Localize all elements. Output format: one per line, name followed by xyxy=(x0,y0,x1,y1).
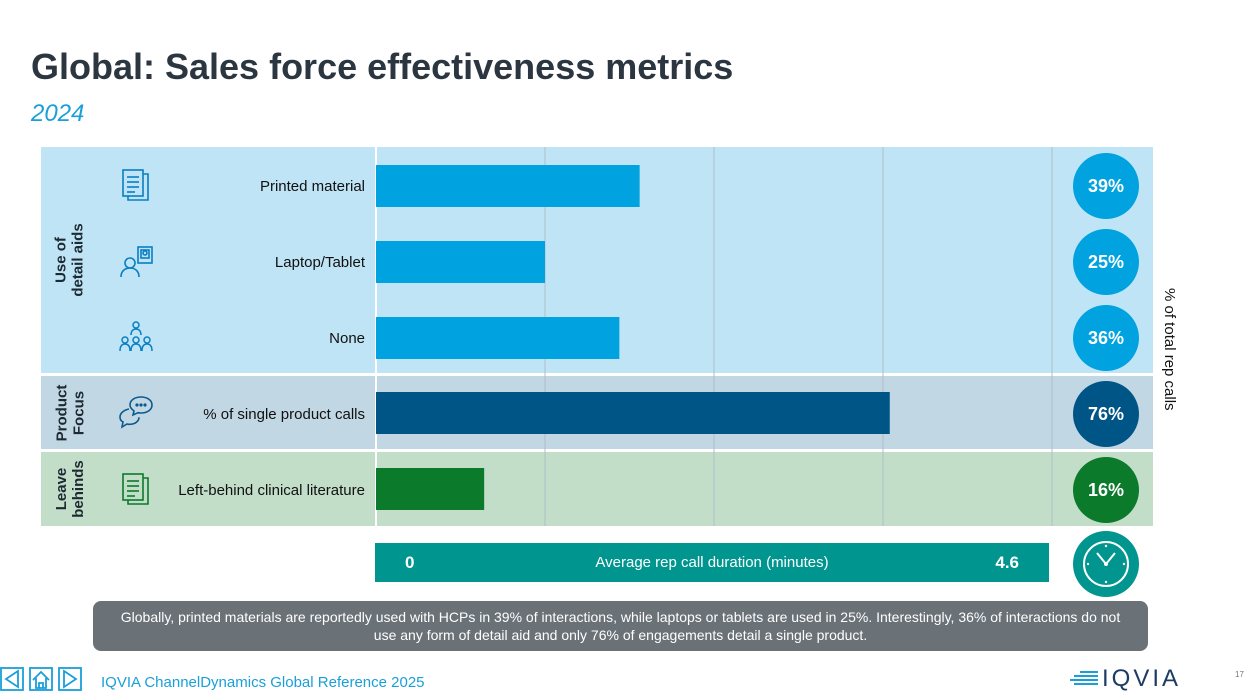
value-circle-none: 36% xyxy=(1073,305,1139,371)
row-label-none: None xyxy=(329,330,365,347)
bar-left-behind-clinical-literature xyxy=(376,468,485,510)
page-title: Global: Sales force effectiveness metric… xyxy=(31,46,734,87)
bar-of-single-product-calls xyxy=(376,392,890,434)
row-label-single-product-calls: % of single product calls xyxy=(203,406,365,423)
previous-slide-icon xyxy=(0,667,24,691)
document-icon xyxy=(122,169,149,201)
speech-bubble-icon xyxy=(119,396,153,429)
bar-printed-material xyxy=(376,165,640,207)
row-label-left-behind-literature: Left-behind clinical literature xyxy=(178,482,365,499)
home-icon xyxy=(29,667,53,691)
iqvia-logo: IQVIA xyxy=(1070,665,1181,692)
summary-note: Globally, printed materials are reported… xyxy=(93,601,1148,651)
value-circle-single-product: 76% xyxy=(1073,381,1139,447)
bar-laptop-tablet xyxy=(376,241,545,283)
footer-source: IQVIA ChannelDynamics Global Reference 2… xyxy=(101,674,425,691)
row-label-printed-material: Printed material xyxy=(259,178,365,195)
laptop-user-icon xyxy=(120,246,153,278)
band-leave-behinds xyxy=(41,452,1153,526)
duration-min-label: 0 xyxy=(405,552,415,572)
bar-none xyxy=(376,317,620,359)
clock-icon xyxy=(1073,531,1139,597)
duration-bar: 0 Average rep call duration (minutes) 4.… xyxy=(375,543,1049,582)
page-number: 17 xyxy=(1235,670,1244,679)
next-slide-icon xyxy=(58,667,82,691)
y-axis-label: % of total rep calls xyxy=(1161,288,1178,411)
logo-bars-icon xyxy=(1070,671,1098,685)
duration-value: 4.6 xyxy=(995,552,1019,572)
clinical-literature-icon xyxy=(122,473,149,505)
value-circle-left-behind: 16% xyxy=(1073,457,1139,523)
row-label-laptop-tablet: Laptop/Tablet xyxy=(274,254,365,271)
value-circle-printed-material: 39% xyxy=(1073,153,1139,219)
page-subtitle: 2024 xyxy=(31,100,85,127)
group-people-icon xyxy=(119,321,153,352)
footer-navigation xyxy=(0,667,84,691)
value-circle-laptop-tablet: 25% xyxy=(1073,229,1139,295)
duration-label: Average rep call duration (minutes) xyxy=(595,554,829,571)
